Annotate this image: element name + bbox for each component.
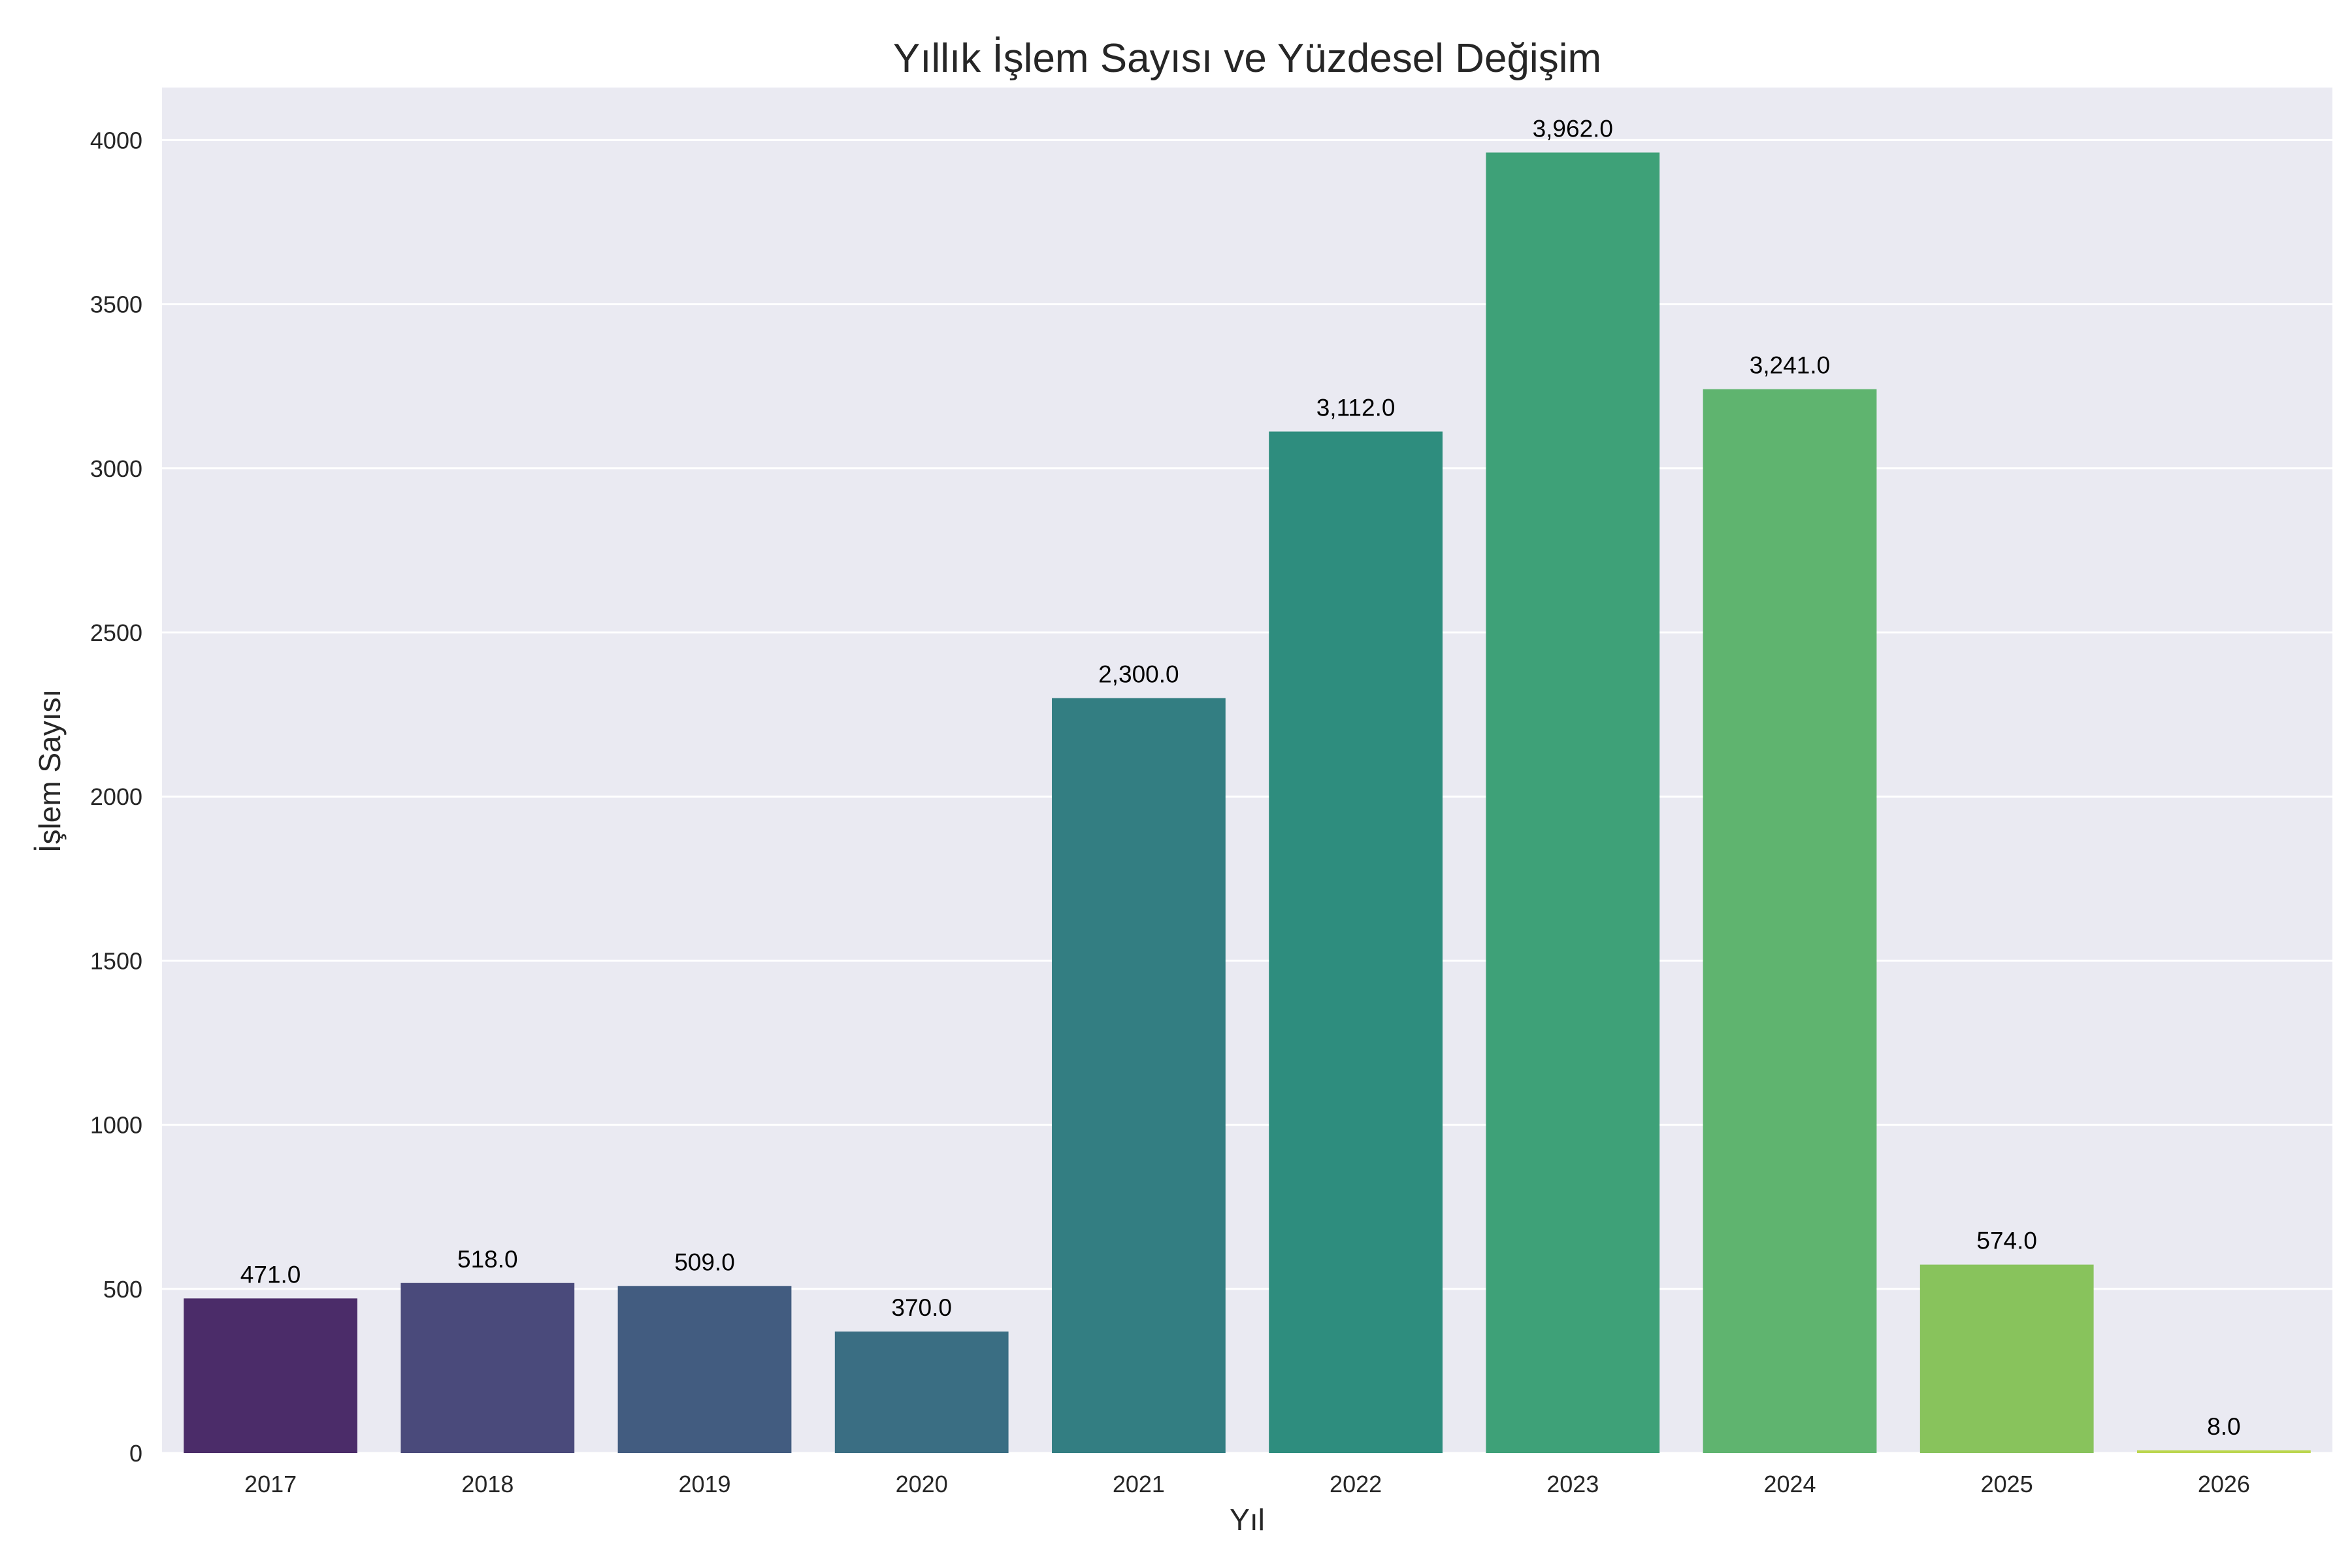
y-tick-label: 2500 (90, 619, 142, 646)
y-tick-label: 1000 (90, 1112, 142, 1139)
x-tick-label: 2025 (1981, 1471, 2033, 1497)
x-tick-label: 2022 (1330, 1471, 1382, 1497)
x-tick-label: 2021 (1113, 1471, 1165, 1497)
data-label-2024: 3,241.0 (1750, 352, 1830, 379)
y-tick-label: 3500 (90, 291, 142, 318)
y-tick-label: 4000 (90, 127, 142, 154)
data-label-2018: 518.0 (457, 1246, 518, 1273)
data-label-2023: 3,962.0 (1533, 115, 1613, 142)
bar-2025 (1919, 1264, 2094, 1453)
bar-2026 (2137, 1450, 2311, 1453)
x-tick-label: 2024 (1763, 1471, 1816, 1497)
data-label-2025: 574.0 (1976, 1228, 2037, 1254)
y-axis-label: İşlem Sayısı (33, 689, 67, 853)
x-tick-label: 2020 (896, 1471, 948, 1497)
data-labels: 471.0 518.0 509.0 370.0 2,300.0 3,112.0 3,962.… (240, 115, 2241, 1440)
bar-2017 (184, 1298, 357, 1453)
bar-2020 (834, 1331, 1009, 1453)
y-tick-label: 500 (103, 1276, 142, 1303)
x-tick-label: 2017 (244, 1471, 297, 1497)
y-tick-label: 1500 (90, 947, 142, 974)
bar-2024 (1703, 389, 1877, 1453)
x-tick-label: 2019 (678, 1471, 730, 1497)
plot-area (162, 88, 2332, 1453)
x-axis-ticks: 2017 2018 2019 2020 2021 2022 2023 2024 2025 2026 (244, 1471, 2250, 1497)
y-axis-ticks: 0 500 1000 1500 2000 2500 3000 3500 4000 (90, 127, 142, 1467)
chart-title: Yıllık İşlem Sayısı ve Yüzdesel Değişim (893, 36, 1601, 81)
bar-2019 (617, 1286, 792, 1453)
bar-2021 (1052, 698, 1226, 1453)
bar-2018 (400, 1282, 575, 1453)
x-tick-label: 2018 (461, 1471, 514, 1497)
data-label-2020: 370.0 (891, 1294, 952, 1321)
bar-2023 (1486, 152, 1660, 1454)
x-axis-label: Yıl (1230, 1503, 1265, 1537)
bars (184, 152, 2311, 1454)
bar-2022 (1269, 431, 1443, 1453)
data-label-2019: 509.0 (674, 1249, 735, 1275)
data-label-2017: 471.0 (240, 1261, 301, 1288)
x-tick-label: 2023 (1546, 1471, 1599, 1497)
data-label-2021: 2,300.0 (1098, 661, 1179, 687)
y-tick-label: 0 (129, 1440, 142, 1467)
x-tick-label: 2026 (2198, 1471, 2250, 1497)
data-label-2022: 3,112.0 (1316, 395, 1396, 421)
data-label-2026: 8.0 (2207, 1413, 2240, 1440)
y-tick-label: 2000 (90, 783, 142, 810)
y-tick-label: 3000 (90, 455, 142, 482)
